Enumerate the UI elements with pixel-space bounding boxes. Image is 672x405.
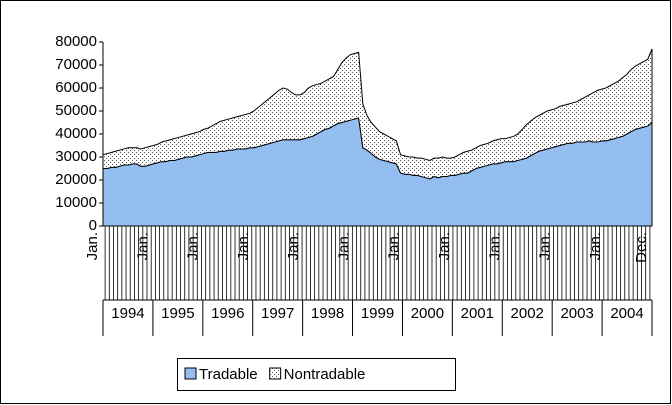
x-tick-label: Jan. — [436, 232, 453, 260]
y-tick-label: 60000 — [55, 79, 97, 96]
area-1 — [102, 48, 653, 180]
x-tick-label: Jan. — [537, 232, 554, 260]
x-tick-label: Jan. — [587, 232, 604, 260]
x-tick-label: Jan. — [134, 232, 151, 260]
legend-label: Nontradable — [284, 366, 366, 383]
year-label: 2001 — [461, 305, 494, 322]
year-label: 1994 — [111, 305, 144, 322]
y-tick-label: 20000 — [55, 171, 97, 188]
year-label: 1999 — [361, 305, 394, 322]
x-tick-label: Jan. — [486, 232, 503, 260]
legend: Tradable Nontradable — [177, 358, 456, 391]
legend-swatch — [269, 367, 282, 380]
year-label: 1996 — [211, 305, 244, 322]
y-tick-label: 0 — [89, 217, 97, 234]
y-tick-label: 30000 — [55, 148, 97, 165]
x-tick-label: Jan. — [84, 232, 101, 260]
x-tick-label: Jan. — [335, 232, 352, 260]
y-tick-label: 40000 — [55, 125, 97, 142]
legend-label: Tradable — [199, 366, 258, 383]
y-tick-label: 50000 — [55, 102, 97, 119]
y-tick-label: 70000 — [55, 56, 97, 73]
x-tick-label: Jan. — [386, 232, 403, 260]
year-label: 1997 — [261, 305, 294, 322]
x-tick-label: Jan. — [285, 232, 302, 260]
year-label: 2000 — [411, 305, 444, 322]
x-tick-label: Jan. — [185, 232, 202, 260]
y-tick-label: 10000 — [55, 194, 97, 211]
year-label: 2003 — [560, 305, 593, 322]
year-label: 1995 — [161, 305, 194, 322]
legend-box — [177, 358, 456, 391]
year-label: 1998 — [311, 305, 344, 322]
x-tick-label: Jan. — [235, 232, 252, 260]
legend-swatch — [184, 367, 197, 380]
y-tick-label: 80000 — [55, 33, 97, 50]
year-label: 2004 — [610, 305, 643, 322]
year-label: 2002 — [511, 305, 544, 322]
x-tick-label: Dec. — [633, 232, 650, 263]
